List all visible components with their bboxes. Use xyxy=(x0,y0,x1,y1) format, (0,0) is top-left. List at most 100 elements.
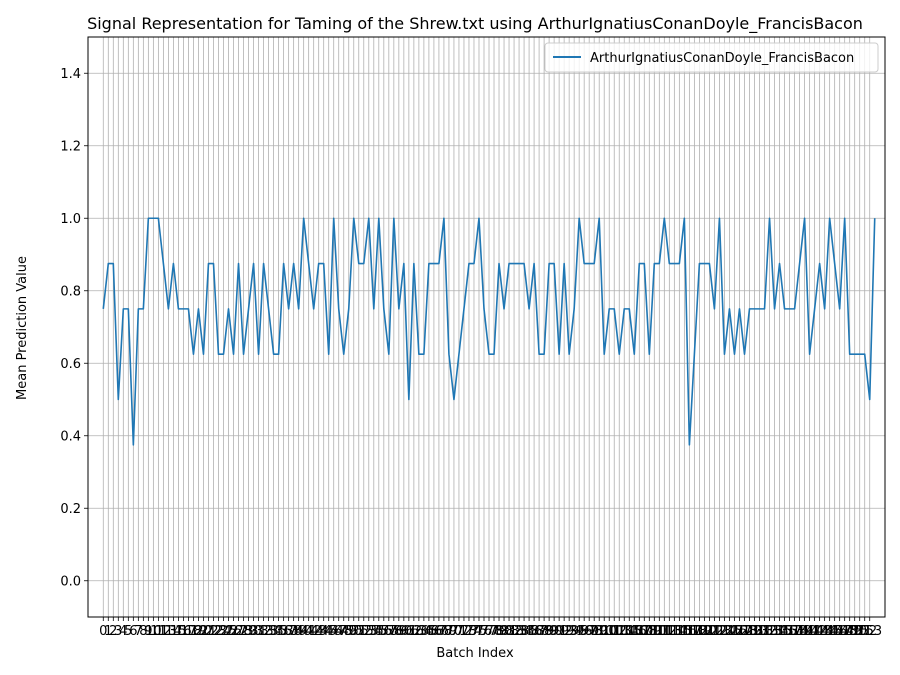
x-tick-label: 93 xyxy=(561,624,578,639)
y-tick-label: 1.0 xyxy=(60,212,81,227)
x-tick-label: 124 xyxy=(712,624,737,639)
x-tick-label: 23 xyxy=(210,624,227,639)
x-tick-label: 31 xyxy=(250,624,267,639)
series-line xyxy=(102,217,876,446)
x-tick-label: 147 xyxy=(827,624,852,639)
y-tick-label: 0.2 xyxy=(60,502,81,517)
x-tick-label: 16 xyxy=(175,624,192,639)
x-tick-label: 132 xyxy=(752,624,777,639)
x-tick-label: 22 xyxy=(205,624,222,639)
x-tick-label: 59 xyxy=(391,624,408,639)
legend: ArthurIgnatiusConanDoyle_FrancisBacon xyxy=(544,42,879,73)
x-tick-label: 70 xyxy=(446,624,463,639)
x-tick-label: 105 xyxy=(617,624,642,639)
x-tick-label: 55 xyxy=(371,624,388,639)
x-tick-label: 29 xyxy=(240,624,257,639)
x-tick-label: 144 xyxy=(812,624,837,639)
x-tick-label: 3 xyxy=(114,624,122,639)
x-tick-label: 36 xyxy=(275,624,292,639)
x-tick-label: 136 xyxy=(772,624,797,639)
x-tick-label: 118 xyxy=(682,624,707,639)
x-tick-label: 111 xyxy=(647,624,672,639)
x-tick-label: 151 xyxy=(847,624,872,639)
x-tick-label: 24 xyxy=(215,624,232,639)
x-tick-label: 100 xyxy=(592,624,617,639)
x-tick-label: 143 xyxy=(807,624,832,639)
series-layer xyxy=(102,217,876,446)
x-tick-label: 122 xyxy=(702,624,727,639)
x-tick-label: 13 xyxy=(160,624,177,639)
y-tick-label: 0.4 xyxy=(60,429,81,444)
x-tick-label: 53 xyxy=(361,624,378,639)
x-tick-label: 128 xyxy=(732,624,757,639)
y-axis-label: Mean Prediction Value xyxy=(15,256,30,400)
x-tick-label: 43 xyxy=(310,624,327,639)
x-tick-label: 119 xyxy=(687,624,712,639)
x-tick-label: 98 xyxy=(586,624,603,639)
x-tick-label: 89 xyxy=(541,624,558,639)
x-tick-label: 88 xyxy=(536,624,553,639)
x-tick-label: 114 xyxy=(662,624,687,639)
x-tick-label: 2 xyxy=(109,624,117,639)
x-tick-label: 117 xyxy=(677,624,702,639)
x-tick-label: 46 xyxy=(325,624,342,639)
x-tick-label: 56 xyxy=(376,624,393,639)
x-tick-label: 137 xyxy=(777,624,802,639)
x-tick-label: 134 xyxy=(762,624,787,639)
x-tick-label: 51 xyxy=(350,624,367,639)
x-tick-label: 58 xyxy=(386,624,403,639)
plot-frame xyxy=(87,36,886,618)
x-tick-label: 69 xyxy=(441,624,458,639)
x-tick-label: 45 xyxy=(320,624,337,639)
x-tick-label: 15 xyxy=(170,624,187,639)
x-tick-label: 81 xyxy=(501,624,518,639)
x-tick-label: 129 xyxy=(737,624,762,639)
x-tick-label: 63 xyxy=(411,624,428,639)
x-tick-label: 106 xyxy=(622,624,647,639)
x-tick-label: 123 xyxy=(707,624,732,639)
x-tick-label: 5 xyxy=(124,624,132,639)
x-tick-label: 153 xyxy=(857,624,882,639)
y-tick-label: 1.2 xyxy=(60,139,81,154)
x-tick-label: 150 xyxy=(842,624,867,639)
x-tick-label: 92 xyxy=(556,624,573,639)
x-tick-label: 1 xyxy=(104,624,112,639)
y-tick-label: 1.4 xyxy=(60,67,81,82)
x-tick-label: 152 xyxy=(852,624,877,639)
x-tick-label: 49 xyxy=(340,624,357,639)
x-tick-label: 86 xyxy=(526,624,543,639)
x-tick-label: 108 xyxy=(632,624,657,639)
x-tick-label: 120 xyxy=(692,624,717,639)
x-tick-label: 103 xyxy=(607,624,632,639)
x-tick-label: 60 xyxy=(396,624,413,639)
y-tick-label: 0.6 xyxy=(60,357,81,372)
x-tick-label: 135 xyxy=(767,624,792,639)
x-tick-label: 87 xyxy=(531,624,548,639)
x-tick-label: 30 xyxy=(245,624,262,639)
x-tick-label: 102 xyxy=(602,624,627,639)
x-tick-label: 52 xyxy=(355,624,372,639)
x-tick-label: 18 xyxy=(185,624,202,639)
x-tick-label: 27 xyxy=(230,624,247,639)
x-tick-label: 57 xyxy=(381,624,398,639)
x-tick-label: 112 xyxy=(652,624,677,639)
x-tick-label: 14 xyxy=(165,624,182,639)
x-tick-label: 149 xyxy=(837,624,862,639)
x-tick-label: 126 xyxy=(722,624,747,639)
x-tick-label: 141 xyxy=(797,624,822,639)
x-tick-label: 39 xyxy=(290,624,307,639)
x-tick-label: 48 xyxy=(335,624,352,639)
x-tick-label: 107 xyxy=(627,624,652,639)
x-tick-label: 26 xyxy=(225,624,242,639)
x-tick-label: 115 xyxy=(667,624,692,639)
x-tick-label: 116 xyxy=(672,624,697,639)
x-axis-label: Batch Index xyxy=(436,646,514,661)
x-tick-label: 113 xyxy=(657,624,682,639)
legend-box xyxy=(544,42,879,73)
x-tick-label: 127 xyxy=(727,624,752,639)
x-tick-label: 41 xyxy=(300,624,317,639)
x-tick-label: 64 xyxy=(416,624,433,639)
